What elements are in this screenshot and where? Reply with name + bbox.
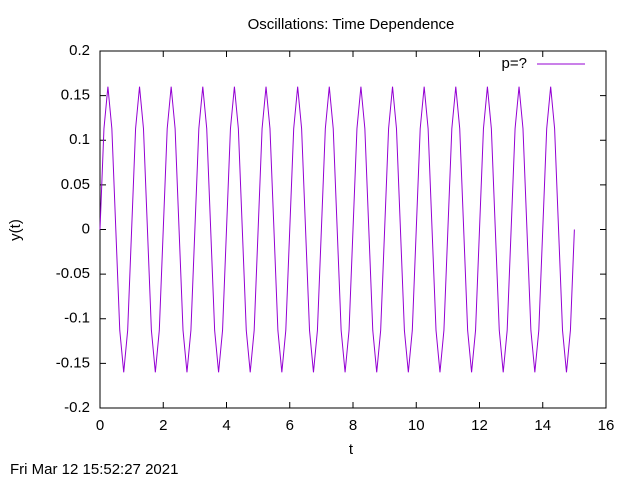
x-tick-label: 12 [471,417,488,434]
x-axis-label: t [349,441,354,458]
timestamp: Fri Mar 12 15:52:27 2021 [10,461,178,478]
x-tick-label: 2 [159,417,167,434]
legend-label: p=? [502,55,527,72]
y-tick-label: 0.2 [69,42,90,59]
x-tick-label: 14 [534,417,551,434]
y-tick-label: 0.15 [61,87,90,104]
y-tick-label: -0.1 [64,310,90,327]
y-tick-label: -0.15 [56,354,90,371]
y-tick-label: 0.05 [61,176,90,193]
chart-title: Oscillations: Time Dependence [248,16,455,33]
x-tick-label: 4 [222,417,230,434]
y-tick-label: 0.1 [69,131,90,148]
y-tick-label: 0 [82,220,90,237]
x-tick-label: 8 [349,417,357,434]
y-tick-label: -0.05 [56,265,90,282]
y-axis-label: y(t) [7,219,24,241]
series-line [99,86,575,373]
x-tick-label: 16 [598,417,615,434]
x-tick-label: 6 [286,417,294,434]
y-tick-label: -0.2 [64,399,90,416]
x-tick-label: 0 [96,417,104,434]
x-tick-label: 10 [408,417,425,434]
